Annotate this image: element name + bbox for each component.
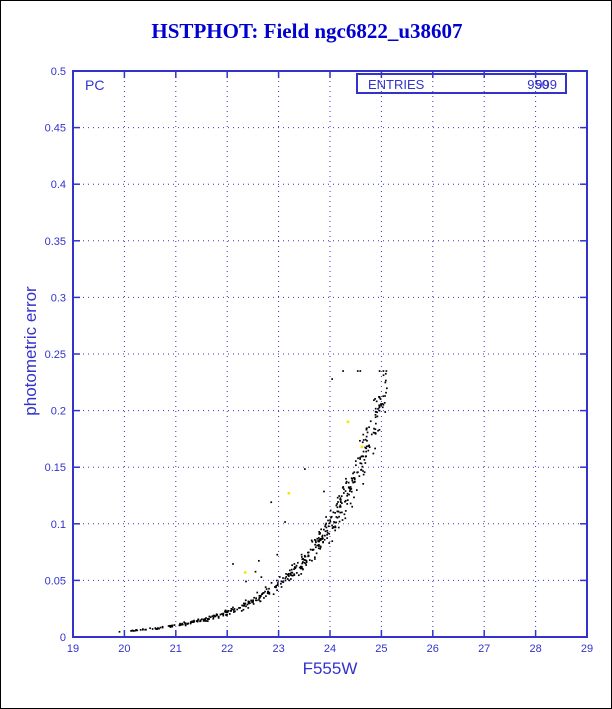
svg-text:25: 25 <box>375 643 387 655</box>
stats-box: ENTRIES 950 999 <box>356 73 567 94</box>
entries-label: ENTRIES <box>368 77 425 92</box>
svg-text:0.2: 0.2 <box>51 406 66 418</box>
svg-text:0.45: 0.45 <box>45 123 66 135</box>
entries-value-overprint: 950 <box>527 77 549 92</box>
page-title: HSTPHOT: Field ngc6822_u38607 <box>151 19 463 43</box>
svg-text:0.05: 0.05 <box>45 575 66 587</box>
svg-text:24: 24 <box>324 643 336 655</box>
svg-text:23: 23 <box>272 643 284 655</box>
svg-text:20: 20 <box>118 643 130 655</box>
axis-ticks <box>72 70 588 638</box>
svg-text:0.15: 0.15 <box>45 462 66 474</box>
svg-text:0.5: 0.5 <box>51 66 66 78</box>
svg-text:21: 21 <box>170 643 182 655</box>
svg-text:28: 28 <box>529 643 541 655</box>
svg-text:0.4: 0.4 <box>51 179 66 191</box>
svg-text:29: 29 <box>581 643 593 655</box>
entries-value: 999 <box>535 77 557 92</box>
svg-text:0.35: 0.35 <box>45 236 66 248</box>
svg-text:0.25: 0.25 <box>45 349 66 361</box>
svg-text:0: 0 <box>60 632 66 644</box>
svg-text:27: 27 <box>478 643 490 655</box>
x-axis-label: F555W <box>302 659 358 678</box>
detector-label: PC <box>85 77 105 93</box>
grid-lines <box>73 71 587 637</box>
svg-text:19: 19 <box>67 643 79 655</box>
tick-labels: 19 20 21 22 23 24 25 26 27 28 29 0 0.05 0.1 0.15 0.2 0.2… <box>45 66 594 655</box>
scatter-points <box>118 370 388 633</box>
svg-text:26: 26 <box>427 643 439 655</box>
svg-text:0.3: 0.3 <box>51 292 66 304</box>
plot-frame <box>72 70 588 638</box>
svg-text:0.1: 0.1 <box>51 519 66 531</box>
svg-text:22: 22 <box>221 643 233 655</box>
